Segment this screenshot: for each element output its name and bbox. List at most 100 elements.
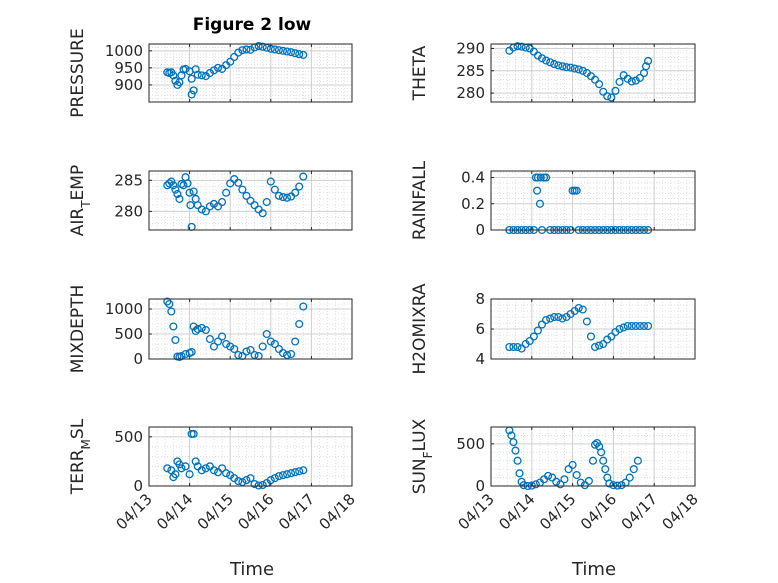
axes-box [148, 170, 353, 231]
data-point [230, 52, 239, 62]
data-point [631, 76, 640, 85]
data-point [278, 193, 288, 202]
data-point [590, 342, 600, 352]
y-tick-label: 290 [456, 39, 485, 57]
x-tick-label: 04/17 [275, 490, 318, 533]
data-point [175, 194, 184, 203]
data-point [254, 41, 263, 51]
data-point [623, 321, 632, 331]
x-axis-label-right: Time [571, 559, 616, 580]
data-point [250, 201, 259, 210]
data-point [295, 182, 304, 191]
data-point [213, 202, 223, 211]
data-point [189, 187, 198, 196]
data-point [193, 70, 202, 79]
y-label-part: LUX [410, 418, 430, 451]
data-point [179, 181, 188, 190]
data-point [222, 188, 231, 197]
y-tick-label: 0 [133, 477, 143, 495]
data-point [635, 321, 644, 331]
data-point [584, 476, 593, 485]
x-tick-label: 04/13 [113, 490, 156, 533]
axes-box [490, 170, 696, 231]
data-point [213, 63, 223, 72]
data-point [187, 90, 196, 99]
data-point [181, 64, 190, 73]
data-point [197, 466, 206, 475]
data-point [599, 456, 608, 465]
data-point [546, 58, 555, 67]
y-axis-label: SUNFLUX [410, 418, 435, 494]
data-point [201, 464, 210, 473]
data-point [644, 321, 653, 331]
data-point [183, 179, 192, 188]
y-tick-label: 0 [475, 221, 485, 239]
data-point [258, 342, 267, 351]
data-point [197, 71, 206, 80]
data-point [270, 185, 279, 194]
x-tick-label: 04/14 [495, 490, 538, 533]
x-axis-label-left: Time [229, 559, 274, 580]
data-point [529, 332, 538, 341]
x-tick-label: 04/16 [577, 490, 620, 533]
axes-background [491, 171, 695, 230]
data-point [299, 50, 308, 59]
y-label-sub: F [421, 451, 435, 458]
data-point [586, 332, 596, 341]
data-point [189, 86, 198, 95]
data-point [218, 464, 227, 473]
data-point [165, 179, 174, 188]
y-axis-label: H2OMIXRA [410, 283, 430, 374]
data-point [548, 473, 557, 482]
data-point [266, 177, 275, 186]
data-point [234, 477, 243, 486]
data-point [246, 45, 255, 54]
data-point [570, 64, 579, 73]
data-point [238, 185, 247, 194]
data-point [209, 466, 219, 475]
data-point [193, 201, 202, 210]
data-point [533, 51, 542, 60]
data-point [627, 321, 636, 331]
data-point [607, 93, 616, 102]
data-point [201, 207, 210, 216]
data-point [201, 325, 210, 335]
y-axis-label: THETA [410, 45, 430, 101]
data-point [287, 349, 296, 359]
y-axis-label: TERRMSL [68, 418, 93, 495]
data-point [173, 189, 182, 199]
data-point [169, 181, 178, 190]
data-point [513, 42, 522, 51]
y-label-part: SUN [410, 458, 430, 494]
data-point [282, 470, 292, 479]
data-point [266, 337, 275, 346]
data-point [177, 464, 186, 473]
data-point [295, 50, 304, 59]
data-point [291, 468, 300, 477]
data-point [554, 312, 563, 322]
data-point [556, 480, 565, 489]
subplot-rainfall: 0 0.2 0.4 RAINFALL [410, 160, 696, 240]
data-point [558, 62, 567, 71]
x-tick-label: 04/14 [153, 490, 196, 533]
data-point [639, 321, 649, 331]
figure-title: Figure 2 low [193, 15, 312, 35]
data-point [562, 63, 571, 72]
data-point [574, 65, 583, 74]
data-point [511, 446, 520, 455]
data-point [633, 456, 642, 465]
data-point [246, 196, 255, 205]
data-point [582, 317, 591, 326]
subplot-mixdepth: 0 500 1000 MIXDEPTH [68, 285, 353, 373]
data-point [189, 322, 198, 331]
data-point [226, 342, 235, 351]
axes-background [491, 427, 695, 486]
data-point [609, 481, 618, 490]
data-point [607, 332, 616, 341]
y-axis-label: AIRTEMP [68, 165, 93, 236]
data-point [250, 479, 259, 489]
data-point [171, 76, 180, 85]
data-point [603, 92, 612, 101]
data-point [246, 474, 255, 483]
data-point [590, 75, 600, 84]
